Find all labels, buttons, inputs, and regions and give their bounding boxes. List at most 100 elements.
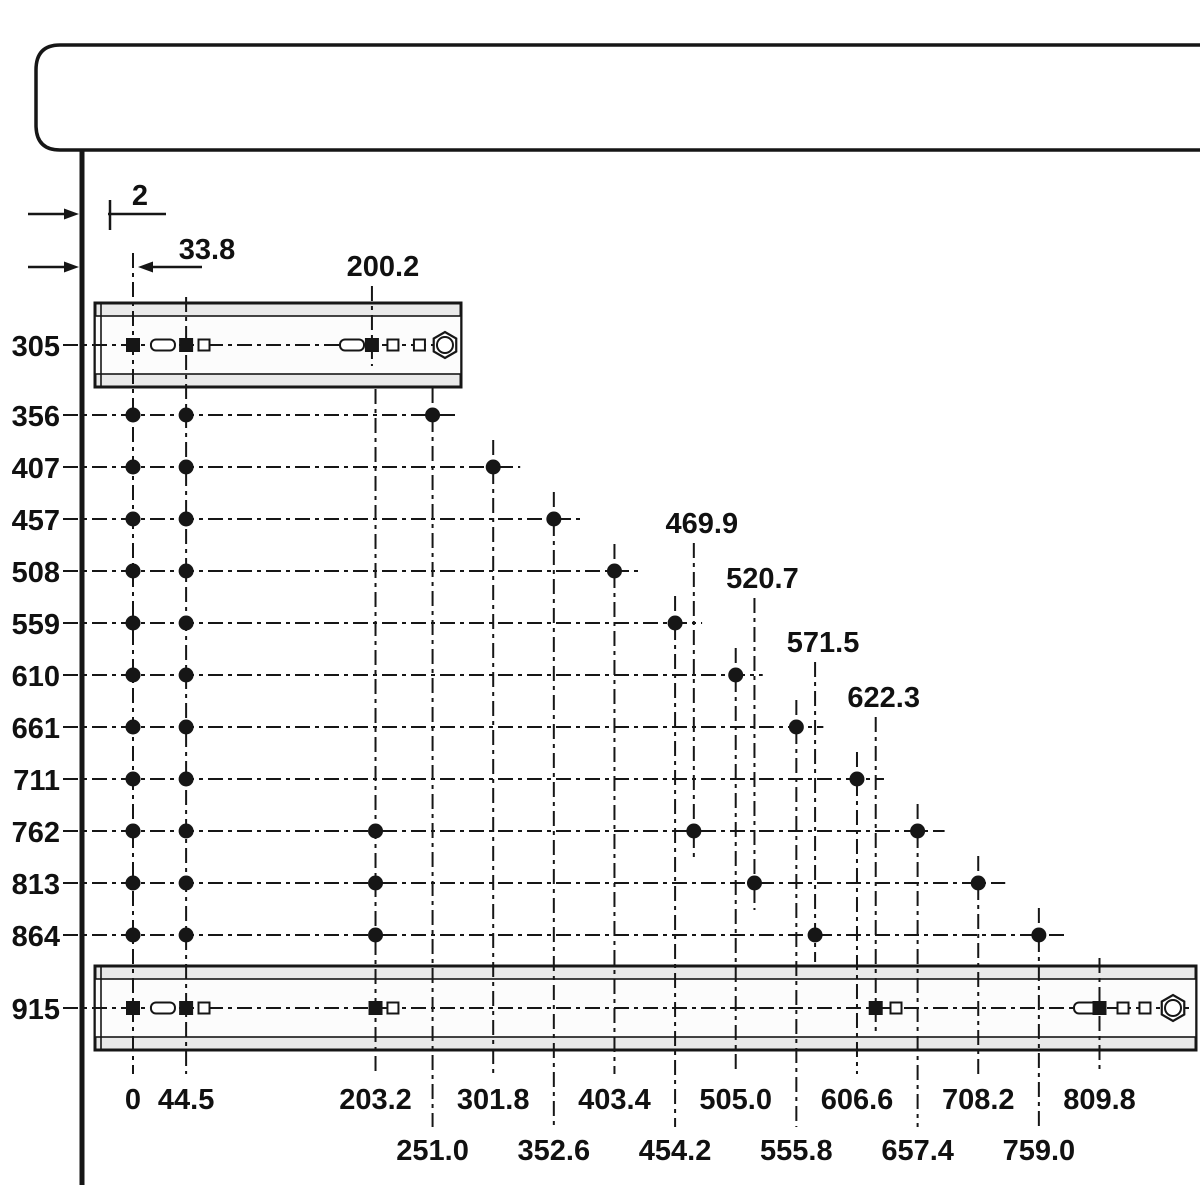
axis-label-203.2: 203.2 [339,1084,412,1116]
rail-slot-hole [339,338,366,352]
axis-label-44.5: 44.5 [158,1084,214,1116]
row-label-661: 661 [12,713,60,745]
drill-hole-dot [178,875,194,891]
row-label-559: 559 [12,609,60,641]
drill-hole-dot [178,459,194,475]
drill-hole-dot [125,771,141,787]
rail-small-hole [197,1001,211,1015]
callout-label-622.3: 622.3 [847,682,920,714]
drill-hole-dot [910,823,926,839]
axis-label-251.0: 251.0 [396,1135,469,1167]
offset-arrow-left-head [64,261,79,273]
row-label-711: 711 [13,765,60,797]
drill-hole-dot [970,875,986,891]
axis-label-606.6: 606.6 [821,1084,894,1116]
row-label-457: 457 [12,505,60,537]
drill-hole-dot [1031,927,1047,943]
rail-small-hole [386,338,400,352]
dim-label-setback: 2 [132,180,148,212]
drill-hole-dot [606,563,622,579]
drill-hole-dot [125,511,141,527]
drill-hole-dot [125,615,141,631]
rail-slot-hole [149,338,176,352]
rail-hole-square [126,1001,140,1015]
rail-hole-square [368,1001,383,1015]
drill-hole-dot [125,407,141,423]
drill-hole-dot [807,927,823,943]
drill-hole-dot [125,875,141,891]
dim-label-first-hole-offset: 33.8 [179,234,235,266]
drill-hole-dot [178,719,194,735]
axis-label-809.8: 809.8 [1063,1084,1136,1116]
drill-hole-dot [485,459,501,475]
rail-small-hole [386,1001,400,1015]
drill-hole-dot [425,407,441,423]
axis-label-555.8: 555.8 [760,1135,833,1167]
drill-hole-dot [368,823,384,839]
drill-hole-dot [686,823,702,839]
hex-screw-icon-circle [435,336,454,354]
axis-label-0: 0 [125,1084,141,1116]
drill-hole-dot [746,875,762,891]
drill-hole-dot [368,875,384,891]
rail-hole-square [1092,1001,1107,1015]
rail-hole-square [364,338,379,352]
axis-label-352.6: 352.6 [518,1135,591,1167]
row-label-356: 356 [12,401,60,433]
row-label-762: 762 [12,817,60,849]
rail-small-hole [889,1001,903,1015]
axis-label-403.4: 403.4 [578,1084,651,1116]
drill-hole-dot [849,771,865,787]
rail-small-hole [197,338,211,352]
drill-hole-dot [546,511,562,527]
drill-hole-dot [178,563,194,579]
row-label-915: 915 [12,994,60,1026]
axis-label-708.2: 708.2 [942,1084,1015,1116]
rail-small-hole [412,338,426,352]
axis-label-505.0: 505.0 [699,1084,772,1116]
drill-hole-dot [178,771,194,787]
row-label-864: 864 [12,921,60,953]
drill-hole-dot [125,459,141,475]
drill-hole-dot [178,667,194,683]
row-label-610: 610 [12,661,60,693]
drill-hole-dot [728,667,744,683]
rail-hole-square [126,338,140,352]
drill-hole-dot [125,667,141,683]
rail-hole-square [179,338,194,352]
drill-hole-dot [667,615,683,631]
drill-hole-dot [368,927,384,943]
drill-hole-dot [788,719,804,735]
callout-label-520.7: 520.7 [726,563,799,595]
drill-hole-dot [178,511,194,527]
row-label-813: 813 [12,869,60,901]
drill-hole-dot [178,407,194,423]
rail-slot-hole [149,1001,176,1015]
axis-label-759.0: 759.0 [1003,1135,1076,1167]
cabinet-top-panel [34,43,1200,152]
drill-hole-dot [125,927,141,943]
row-label-407: 407 [12,453,60,485]
row-label-508: 508 [12,557,60,589]
axis-label-454.2: 454.2 [639,1135,712,1167]
rail-hole-square [179,1001,194,1015]
drill-hole-dot [125,563,141,579]
rail-small-hole [1116,1001,1130,1015]
callout-label-469.9: 469.9 [666,508,739,540]
rail-hole-square [868,1001,883,1015]
drill-hole-dot [125,823,141,839]
dim-label-top-rail-rear-hole: 200.2 [347,251,420,283]
drill-hole-dot [178,927,194,943]
drill-hole-dot [178,615,194,631]
axis-label-301.8: 301.8 [457,1084,530,1116]
axis-label-657.4: 657.4 [881,1135,954,1167]
drill-hole-dot [178,823,194,839]
setback-arrow-head [64,208,79,220]
rail-small-hole [1138,1001,1152,1015]
callout-label-571.5: 571.5 [787,627,860,659]
row-label-305: 305 [12,331,60,363]
hex-screw-icon-circle [1164,999,1183,1017]
drill-hole-dot [125,719,141,735]
